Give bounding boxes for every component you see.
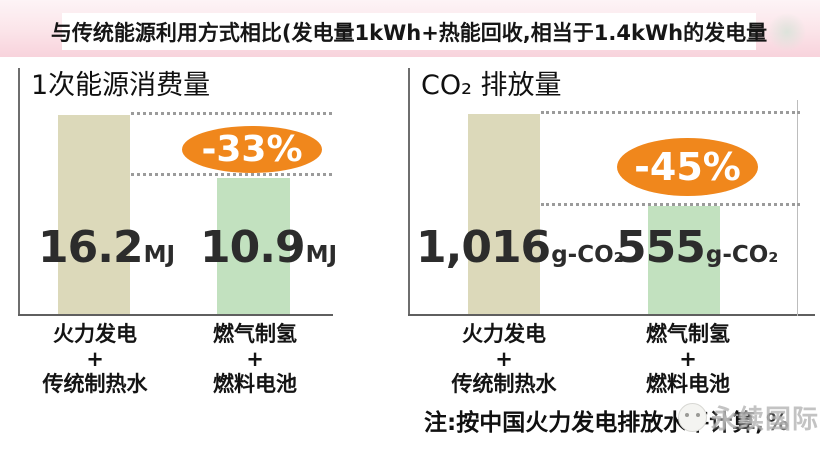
value-number: 1,016 <box>416 222 551 273</box>
value-label-co2-fuelcell: 555 g-CO₂ <box>616 222 778 273</box>
category-line: + <box>86 347 104 371</box>
category-line: + <box>679 347 697 371</box>
bar-energy-fuelcell <box>217 178 290 314</box>
value-label-co2-traditional: 1,016 g-CO₂ <box>416 222 624 273</box>
decorative-circle <box>768 13 806 51</box>
reference-dotted-line <box>541 203 800 206</box>
value-label-energy-fuelcell: 10.9 MJ <box>200 222 337 273</box>
value-number: 10.9 <box>200 222 306 273</box>
category-label-energy-fuelcell: 燃气制氢 + 燃料电池 <box>180 322 330 397</box>
category-line: 燃气制氢 <box>646 322 730 346</box>
value-number: 16.2 <box>38 222 144 273</box>
value-unit: MJ <box>143 242 176 268</box>
watermark-label: 永续国际 <box>711 405 820 435</box>
reference-dotted-line <box>131 173 332 176</box>
footnote-text: 注:按中国火力发电排放水平计算, <box>424 410 764 436</box>
footnote: 注:按中国火力发电排放水平计算,% <box>424 403 789 437</box>
x-axis-line-energy <box>18 314 333 316</box>
bar-co2-fuelcell <box>648 206 720 314</box>
value-number: 555 <box>616 222 706 273</box>
value-unit: MJ <box>305 242 338 268</box>
reference-dotted-line <box>541 111 800 114</box>
reduction-badge-energy: -33% <box>182 126 322 173</box>
y-axis-line-energy <box>18 68 20 316</box>
category-line: 传统制热水 <box>451 372 557 396</box>
header-title-strip: 与传统能源利用方式相比(发电量1kWh+热能回收,相当于1.4kWh的发电量 <box>51 13 767 50</box>
footnote-percent: % <box>765 410 789 436</box>
panel-title-co2: CO₂ 排放量 <box>421 70 562 101</box>
value-unit: g-CO₂ <box>551 242 624 268</box>
value-unit: g-CO₂ <box>705 242 779 268</box>
x-axis-line-co2 <box>408 314 815 316</box>
bar-co2-traditional <box>468 114 540 314</box>
watermark: 永续国际 <box>678 399 819 436</box>
mascot-icon <box>678 403 707 432</box>
category-line: 火力发电 <box>462 322 546 346</box>
category-label-co2-traditional: 火力发电 + 传统制热水 <box>429 322 579 397</box>
panel-right-edge-line <box>797 100 798 316</box>
page-title: 与传统能源利用方式相比(发电量1kWh+热能回收,相当于1.4kWh的发电量 <box>50 20 768 45</box>
reduction-badge-label: -33% <box>201 129 303 170</box>
bar-energy-traditional <box>58 115 130 314</box>
category-line: 燃料电池 <box>213 372 297 396</box>
category-line: + <box>495 347 513 371</box>
reduction-badge-co2: -45% <box>617 138 758 196</box>
category-label-co2-fuelcell: 燃气制氢 + 燃料电池 <box>613 322 763 397</box>
category-line: 传统制热水 <box>42 372 148 396</box>
category-line: 火力发电 <box>53 322 137 346</box>
reduction-badge-label: -45% <box>634 145 741 189</box>
category-line: 燃料电池 <box>646 372 730 396</box>
header-banner: 与传统能源利用方式相比(发电量1kWh+热能回收,相当于1.4kWh的发电量 <box>0 0 820 57</box>
category-line: 燃气制氢 <box>213 322 297 346</box>
category-label-energy-traditional: 火力发电 + 传统制热水 <box>20 322 170 397</box>
reference-dotted-line <box>131 112 332 115</box>
value-label-energy-traditional: 16.2 MJ <box>38 222 175 273</box>
category-line: + <box>246 347 264 371</box>
y-axis-line-co2 <box>408 68 410 316</box>
panel-title-energy: 1次能源消费量 <box>31 70 211 101</box>
